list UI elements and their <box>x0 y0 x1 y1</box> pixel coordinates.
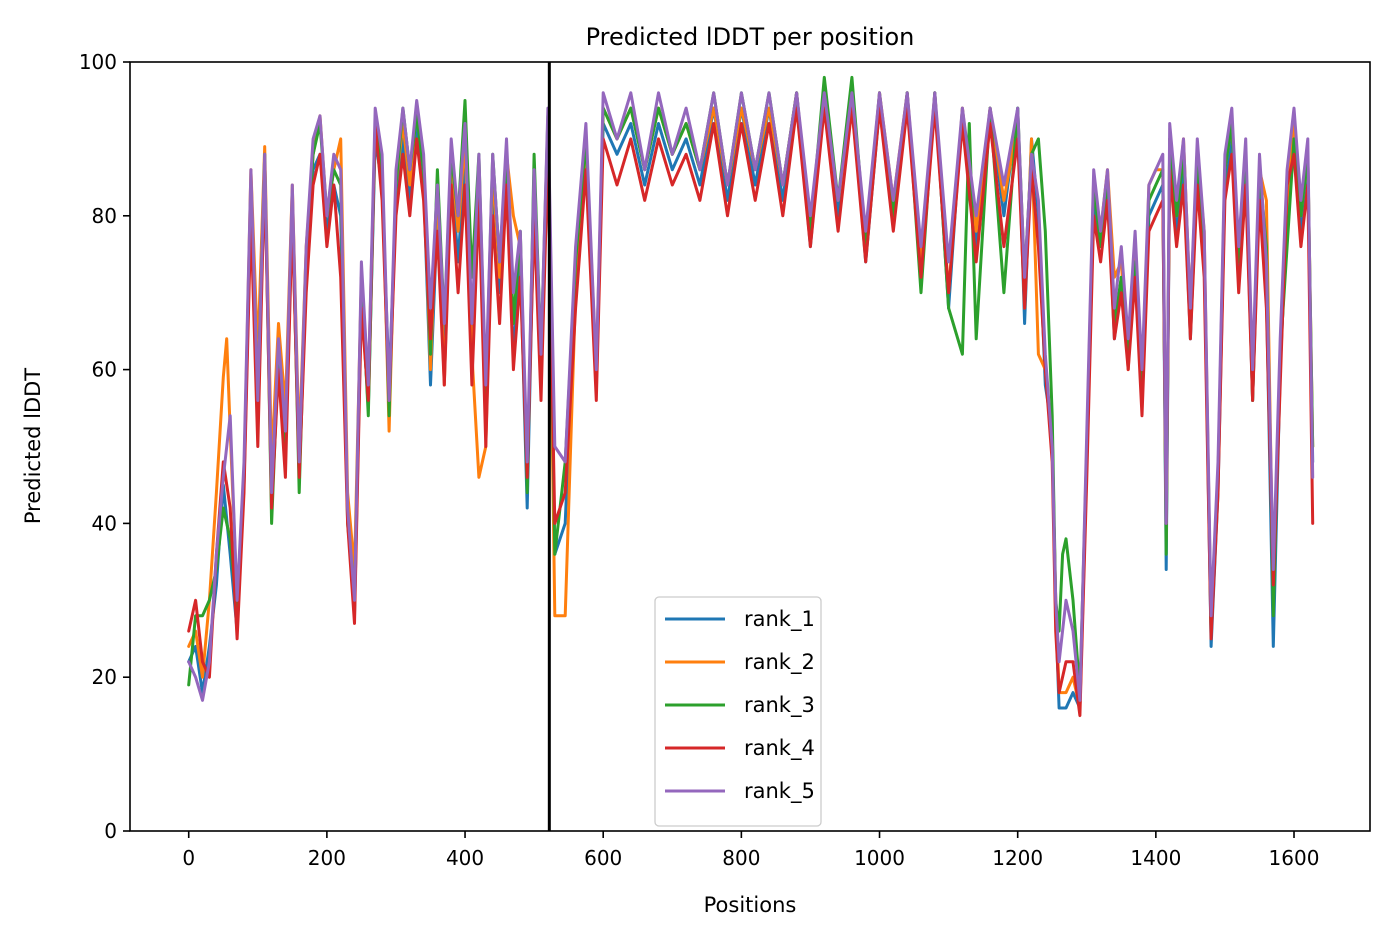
x-axis-title: Positions <box>704 893 797 917</box>
x-tick-label: 1200 <box>992 846 1043 870</box>
legend-label-rank-2: rank_2 <box>744 650 815 675</box>
x-tick-label: 800 <box>722 846 760 870</box>
x-tick-label: 400 <box>446 846 484 870</box>
y-tick-label: 100 <box>79 50 117 74</box>
x-tick-label: 1400 <box>1130 846 1181 870</box>
y-axis-ticks: 0 20 40 60 80 100 <box>79 50 130 843</box>
legend-label-rank-4: rank_4 <box>744 736 815 761</box>
legend-box <box>654 596 822 827</box>
legend-label-rank-3: rank_3 <box>744 693 815 718</box>
legend-label-rank-1: rank_1 <box>744 607 815 632</box>
chart-title: Predicted lDDT per position <box>586 23 915 51</box>
y-tick-label: 20 <box>92 665 117 689</box>
x-tick-label: 1600 <box>1269 846 1320 870</box>
series-line-rank-5 <box>187 91 1315 702</box>
x-tick-label: 600 <box>584 846 622 870</box>
y-tick-label: 60 <box>92 358 117 382</box>
y-tick-label: 80 <box>92 204 117 228</box>
legend-label-rank-5: rank_5 <box>744 779 815 804</box>
y-axis-title: Predicted lDDT <box>21 368 45 524</box>
series-layer <box>187 75 1315 718</box>
x-tick-label: 1000 <box>854 846 905 870</box>
y-tick-label: 0 <box>104 819 117 843</box>
plot-frame <box>129 61 1371 832</box>
legend: rank_1 rank_2 rank_3 rank_4 rank_5 <box>654 596 822 827</box>
x-axis-ticks: 0 200 400 600 800 1000 1200 1400 1600 <box>182 831 1319 870</box>
x-tick-label: 0 <box>182 846 195 870</box>
y-tick-label: 40 <box>92 511 117 535</box>
x-tick-label: 200 <box>308 846 346 870</box>
